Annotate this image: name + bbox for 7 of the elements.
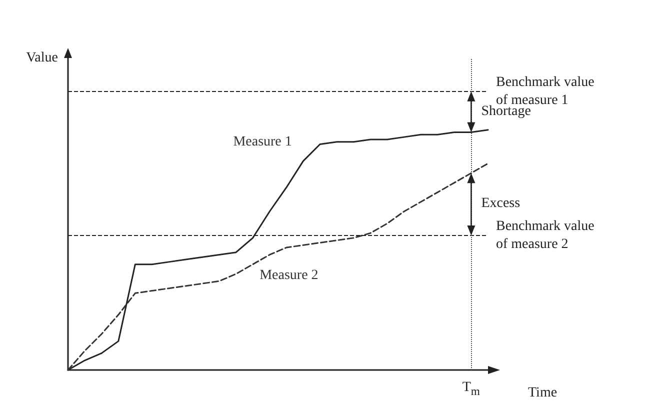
y-axis-title: Value — [26, 50, 58, 66]
x-axis-title: Time — [528, 386, 558, 400]
annotation: Excess — [481, 196, 520, 212]
ref-line-label: Benchmark value of measure 2 — [496, 219, 598, 252]
series-label: Measure 1 — [233, 134, 292, 150]
text: T$_{m}$ — [462, 380, 480, 400]
series-label: Measure 2 — [260, 268, 318, 284]
